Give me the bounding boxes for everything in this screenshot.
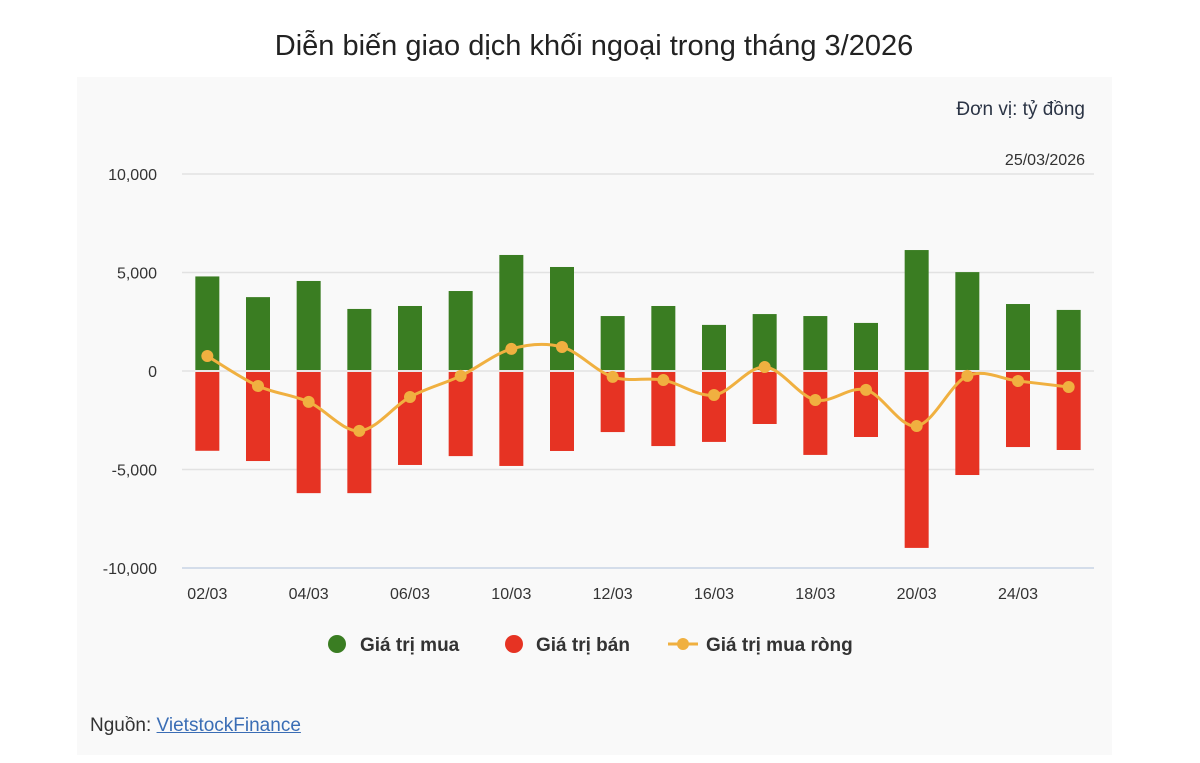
x-tick-label: 06/03 xyxy=(390,586,430,603)
legend-sell-marker xyxy=(505,635,523,653)
date-label: 25/03/2026 xyxy=(1005,152,1085,169)
x-tick-label: 12/03 xyxy=(593,586,633,603)
bar-sell xyxy=(702,372,726,442)
bar-buy xyxy=(1056,309,1081,370)
bar-sell xyxy=(195,372,220,451)
net-point xyxy=(657,374,670,387)
bar-sell xyxy=(904,372,929,548)
net-point xyxy=(1012,375,1024,388)
x-tick-label: 16/03 xyxy=(694,586,734,603)
bar-sell xyxy=(752,372,777,424)
chart-title: Diễn biến giao dịch khối ngoại trong thá… xyxy=(274,30,914,62)
bar-sell xyxy=(398,372,422,465)
net-point xyxy=(302,395,315,408)
bar-sell xyxy=(296,372,321,494)
bar-sell xyxy=(955,372,980,476)
legend-buy-label: Giá trị mua xyxy=(360,635,460,656)
x-tick-label: 20/03 xyxy=(897,586,937,603)
bar-buy xyxy=(347,308,372,370)
bar-sell xyxy=(550,372,574,451)
net-point xyxy=(910,419,923,432)
x-tick-label: 24/03 xyxy=(998,586,1038,603)
source-line: Nguồn: VietstockFinance xyxy=(90,715,301,737)
bar-sell xyxy=(803,372,828,455)
legend-buy-marker xyxy=(328,635,346,653)
net-point xyxy=(961,369,974,382)
bar-sell xyxy=(499,372,524,466)
bar-buy xyxy=(246,297,270,370)
net-point xyxy=(353,424,366,437)
legend-sell-label: Giá trị bán xyxy=(536,635,630,656)
y-tick-label: 5,000 xyxy=(117,266,157,283)
source-link[interactable]: VietstockFinance xyxy=(156,715,301,736)
x-tick-label: 18/03 xyxy=(795,586,835,603)
bar-buy xyxy=(296,280,321,370)
net-point xyxy=(708,389,720,402)
x-tick-label: 10/03 xyxy=(491,586,531,603)
net-point xyxy=(505,342,518,355)
bar-buy xyxy=(448,291,473,370)
bar-buy xyxy=(1006,304,1030,370)
x-tick-label: 04/03 xyxy=(289,586,329,603)
y-tick-label: -10,000 xyxy=(103,561,157,578)
net-point xyxy=(860,383,872,396)
net-point xyxy=(252,379,264,392)
bar-sell xyxy=(448,372,473,457)
bar-buy xyxy=(702,324,726,370)
source-label: Nguồn: xyxy=(90,715,157,736)
bar-buy xyxy=(600,316,625,370)
bar-buy xyxy=(854,322,878,370)
net-point xyxy=(404,391,416,404)
net-point xyxy=(606,370,619,383)
y-tick-label: -5,000 xyxy=(112,463,157,480)
net-point xyxy=(201,350,214,363)
net-line xyxy=(206,342,1069,433)
net-point xyxy=(454,369,467,382)
net-point xyxy=(809,393,822,406)
bar-buy xyxy=(398,305,422,370)
x-tick-label: 02/03 xyxy=(187,586,227,603)
bar-buy xyxy=(955,272,980,370)
legend-net-marker xyxy=(677,638,689,650)
net-point xyxy=(556,340,568,353)
bar-buy xyxy=(803,316,828,370)
y-tick-label: 0 xyxy=(148,364,157,381)
net-point xyxy=(758,361,771,374)
y-tick-label: 10,000 xyxy=(108,167,157,184)
bar-sell xyxy=(854,372,878,437)
bar-buy xyxy=(904,250,929,370)
bar-buy xyxy=(752,314,777,370)
legend-net-label: Giá trị mua ròng xyxy=(706,635,853,656)
net-point xyxy=(1062,380,1075,393)
bar-buy xyxy=(550,266,574,370)
unit-label: Đơn vị: tỷ đồng xyxy=(956,99,1085,120)
bar-buy xyxy=(651,305,676,370)
